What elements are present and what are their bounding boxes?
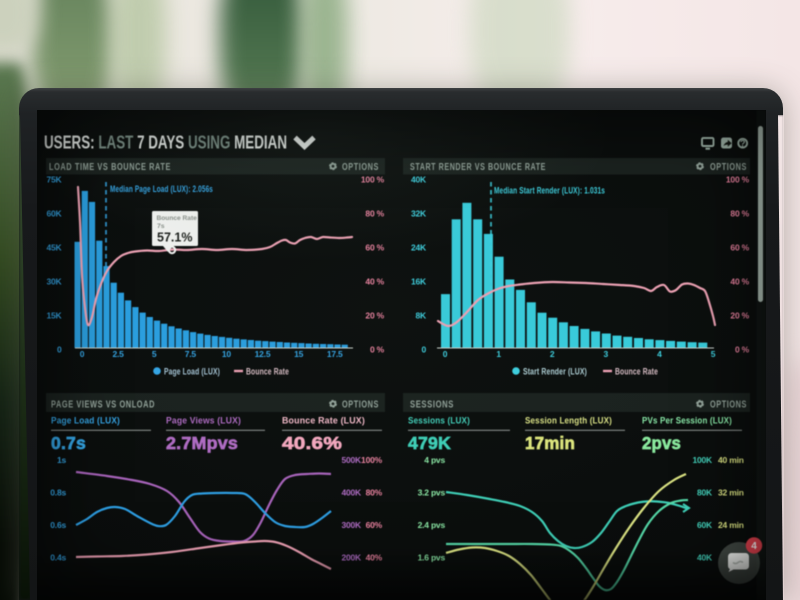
svg-text:Bounce Rate: Bounce Rate xyxy=(157,215,198,222)
svg-text:1.6 pvs: 1.6 pvs xyxy=(418,553,446,563)
svg-text:40.6%: 40.6% xyxy=(282,433,342,453)
svg-text:START RENDER VS BOUNCE RATE: START RENDER VS BOUNCE RATE xyxy=(410,162,546,173)
svg-text:3: 3 xyxy=(604,349,609,359)
svg-text:40K: 40K xyxy=(697,553,713,563)
svg-text:40 %: 40 % xyxy=(365,277,384,287)
svg-text:Sessions (LUX): Sessions (LUX) xyxy=(408,416,470,427)
svg-text:2.5: 2.5 xyxy=(112,349,124,359)
svg-text:2pvs: 2pvs xyxy=(642,433,681,453)
svg-text:OPTIONS: OPTIONS xyxy=(342,399,379,410)
svg-text:0 %: 0 % xyxy=(370,345,385,355)
svg-text:60 %: 60 % xyxy=(730,243,749,253)
svg-text:40 %: 40 % xyxy=(730,277,749,287)
svg-text:Median Page Load (LUX): 2.056s: Median Page Load (LUX): 2.056s xyxy=(110,184,213,194)
svg-text:24K: 24K xyxy=(411,243,427,253)
svg-text:2.7Mpvs: 2.7Mpvs xyxy=(166,433,238,453)
svg-text:Page Load (LUX): Page Load (LUX) xyxy=(164,367,220,377)
svg-text:17min: 17min xyxy=(525,433,575,453)
svg-text:200K: 200K xyxy=(341,553,362,563)
svg-text:PAGE VIEWS VS ONLOAD: PAGE VIEWS VS ONLOAD xyxy=(51,399,155,410)
svg-text:0.7s: 0.7s xyxy=(51,433,86,453)
svg-text:Bounce Rate: Bounce Rate xyxy=(246,367,289,377)
svg-text:15K: 15K xyxy=(47,311,63,321)
svg-text:5: 5 xyxy=(152,349,157,359)
svg-text:0: 0 xyxy=(443,349,448,359)
svg-text:0: 0 xyxy=(421,345,426,355)
svg-text:80 %: 80 % xyxy=(365,209,384,219)
svg-text:30K: 30K xyxy=(47,277,63,287)
svg-text:32K: 32K xyxy=(411,209,427,219)
svg-text:3.2 pvs: 3.2 pvs xyxy=(418,488,446,498)
svg-text:40 min: 40 min xyxy=(718,455,744,465)
svg-text:SESSIONS: SESSIONS xyxy=(410,399,454,410)
svg-text:0.6s: 0.6s xyxy=(50,520,66,530)
svg-text:Bounce Rate: Bounce Rate xyxy=(615,367,658,377)
svg-text:4: 4 xyxy=(657,349,662,359)
svg-text:60K: 60K xyxy=(47,209,63,219)
svg-text:Session Length (LUX): Session Length (LUX) xyxy=(525,416,612,427)
svg-text:80%: 80% xyxy=(366,488,383,498)
svg-text:60%: 60% xyxy=(366,520,383,530)
svg-text:75K: 75K xyxy=(47,175,63,185)
svg-text:40K: 40K xyxy=(411,175,427,185)
svg-text:0: 0 xyxy=(57,345,62,355)
svg-text:20 %: 20 % xyxy=(365,311,384,321)
svg-text:500K: 500K xyxy=(341,455,362,465)
svg-text:USERS: LAST 7 DAYS USING MEDIA: USERS: LAST 7 DAYS USING MEDIAN xyxy=(44,133,287,153)
svg-text:1s: 1s xyxy=(57,455,67,465)
svg-text:0: 0 xyxy=(80,349,85,359)
svg-text:PVs Per Session (LUX): PVs Per Session (LUX) xyxy=(642,416,732,427)
svg-text:12.5: 12.5 xyxy=(255,349,271,359)
svg-text:0.4s: 0.4s xyxy=(50,553,66,563)
svg-text:OPTIONS: OPTIONS xyxy=(710,162,747,173)
svg-text:45K: 45K xyxy=(47,243,63,253)
svg-text:16K: 16K xyxy=(411,277,427,287)
svg-text:300K: 300K xyxy=(341,520,362,530)
svg-text:0.8s: 0.8s xyxy=(50,488,66,498)
svg-text:15: 15 xyxy=(294,349,304,359)
svg-text:5: 5 xyxy=(711,349,716,359)
svg-text:2: 2 xyxy=(550,349,555,359)
svg-text:400K: 400K xyxy=(341,488,362,498)
svg-text:LOAD TIME VS BOUNCE RATE: LOAD TIME VS BOUNCE RATE xyxy=(49,162,171,173)
svg-text:100K: 100K xyxy=(692,455,713,465)
svg-text:OPTIONS: OPTIONS xyxy=(342,162,379,173)
svg-text:4 pvs: 4 pvs xyxy=(424,455,445,465)
svg-text:100%: 100% xyxy=(361,455,383,465)
svg-text:60 %: 60 % xyxy=(365,243,384,253)
svg-text:8K: 8K xyxy=(416,311,428,321)
svg-text:60K: 60K xyxy=(697,520,713,530)
svg-text:4: 4 xyxy=(751,541,757,552)
svg-text:17.5: 17.5 xyxy=(327,349,343,359)
svg-text:2.4 pvs: 2.4 pvs xyxy=(418,520,446,530)
svg-text:1: 1 xyxy=(496,349,501,359)
svg-text:?: ? xyxy=(740,139,746,149)
svg-text:Start Render (LUX): Start Render (LUX) xyxy=(523,367,587,377)
svg-text:OPTIONS: OPTIONS xyxy=(710,399,747,410)
svg-text:100 %: 100 % xyxy=(361,175,385,185)
svg-text:24 min: 24 min xyxy=(718,520,744,530)
svg-text:20 %: 20 % xyxy=(730,311,749,321)
svg-text:40%: 40% xyxy=(366,553,383,563)
svg-text:479K: 479K xyxy=(408,433,451,453)
svg-text:32 min: 32 min xyxy=(718,488,744,498)
svg-text:57.1%: 57.1% xyxy=(157,231,192,245)
svg-text:80 %: 80 % xyxy=(730,209,749,219)
svg-text:100 %: 100 % xyxy=(726,175,750,185)
svg-text:Median Start Render (LUX): 1.0: Median Start Render (LUX): 1.031s xyxy=(494,186,605,196)
svg-text:0 %: 0 % xyxy=(735,345,750,355)
svg-text:7s: 7s xyxy=(157,223,165,230)
svg-text:Page Views (LUX): Page Views (LUX) xyxy=(166,416,241,427)
svg-text:10: 10 xyxy=(222,349,232,359)
svg-text:80K: 80K xyxy=(697,488,713,498)
svg-text:7.5: 7.5 xyxy=(185,349,197,359)
svg-text:Bounce Rate (LUX): Bounce Rate (LUX) xyxy=(282,416,365,427)
svg-text:Page Load (LUX): Page Load (LUX) xyxy=(51,416,120,427)
